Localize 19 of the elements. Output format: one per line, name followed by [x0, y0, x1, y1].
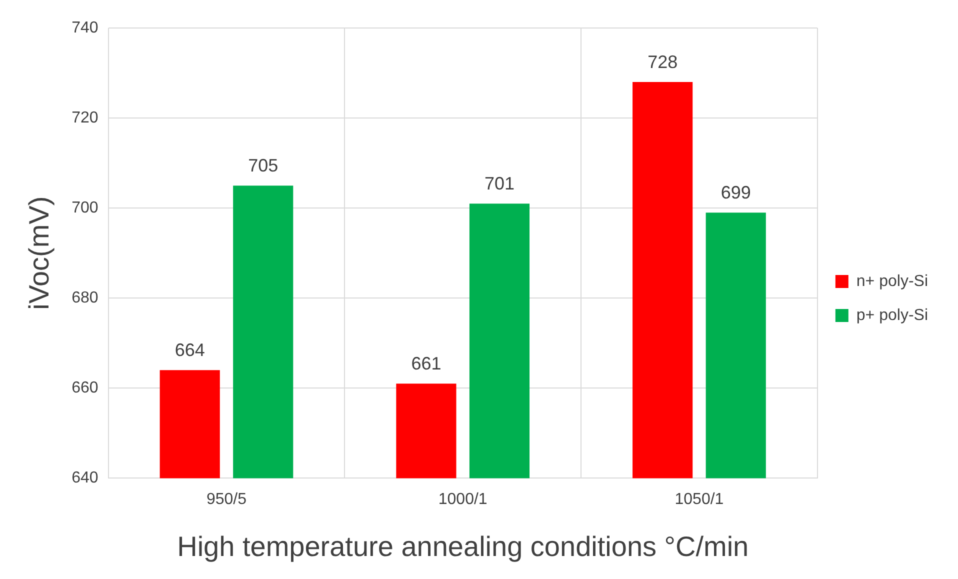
legend-label: p+ poly-Si	[856, 306, 928, 324]
y-tick-label: 680	[72, 290, 98, 307]
x-tick-label: 1050/1	[674, 491, 724, 508]
y-axis-title: iVoc(mV)	[24, 196, 55, 310]
x-tick-label: 1000/1	[438, 491, 488, 508]
data-label: 664	[174, 340, 205, 360]
y-tick-label: 720	[72, 109, 98, 126]
data-label: 661	[411, 354, 442, 374]
data-label: 701	[484, 174, 515, 194]
data-label: 728	[648, 52, 678, 72]
legend-label: n+ poly-Si	[856, 272, 928, 290]
x-axis-title: High temperature annealing conditions °C/min	[177, 530, 749, 562]
y-tick-label: 640	[72, 470, 98, 487]
data-label: 699	[720, 182, 751, 203]
x-tick-label: 950/5	[206, 491, 247, 508]
y-tick-label: 700	[72, 199, 98, 216]
data-label: 705	[248, 156, 278, 176]
y-tick-label: 660	[72, 380, 98, 397]
y-tick-label: 740	[72, 19, 98, 36]
